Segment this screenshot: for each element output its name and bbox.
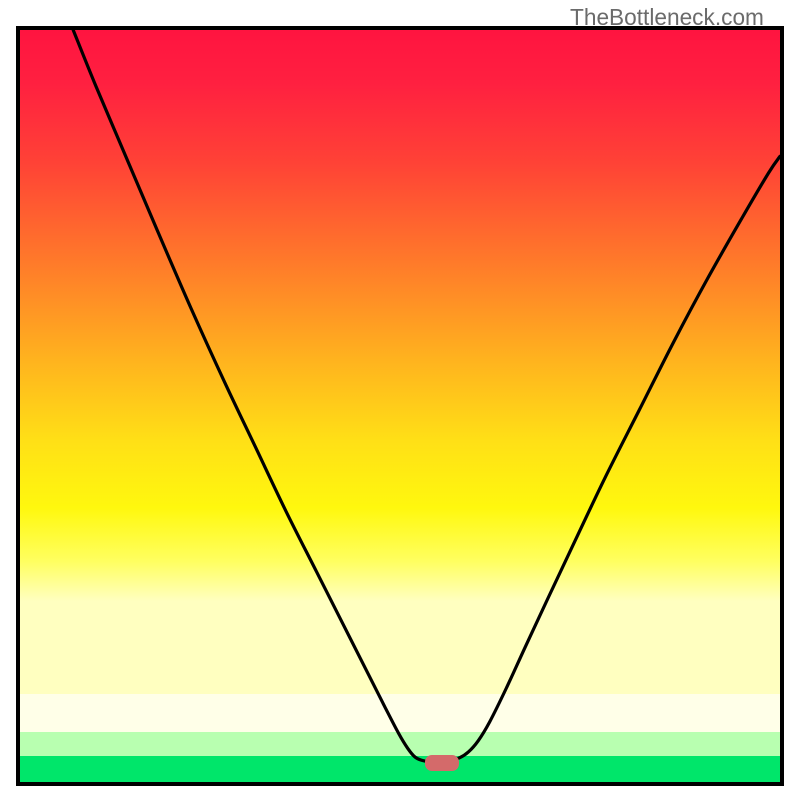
plot-area <box>20 30 780 782</box>
optimum-marker <box>425 755 459 771</box>
bottleneck-curve <box>73 30 780 762</box>
chart-stage: TheBottleneck.com <box>0 0 800 800</box>
curve-layer <box>20 30 780 782</box>
